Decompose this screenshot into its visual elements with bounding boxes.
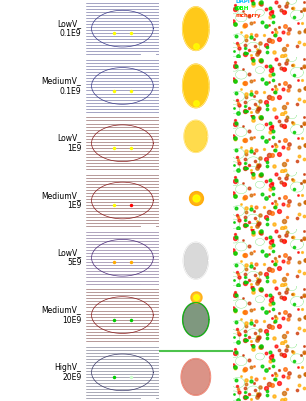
- Text: MediumV_
10E9: MediumV_ 10E9: [42, 306, 81, 325]
- Polygon shape: [184, 120, 207, 152]
- Text: DAPI: DAPI: [236, 0, 250, 4]
- Text: LowV_
5E9: LowV_ 5E9: [57, 248, 81, 267]
- Text: LowV_
0.1E9: LowV_ 0.1E9: [57, 19, 81, 38]
- Polygon shape: [181, 358, 211, 395]
- Text: LowV_
1E9: LowV_ 1E9: [57, 134, 81, 153]
- Text: HighV_
20E9: HighV_ 20E9: [54, 363, 81, 382]
- Text: DBH: DBH: [236, 6, 249, 11]
- Text: MediumV_
0.1E9: MediumV_ 0.1E9: [42, 76, 81, 95]
- Polygon shape: [183, 302, 209, 337]
- Text: mcherry: mcherry: [236, 12, 261, 18]
- Text: MediumV_
1E9: MediumV_ 1E9: [42, 191, 81, 210]
- Polygon shape: [183, 64, 209, 108]
- Polygon shape: [183, 242, 208, 279]
- Polygon shape: [183, 7, 209, 51]
- Polygon shape: [183, 64, 209, 108]
- Polygon shape: [183, 7, 209, 51]
